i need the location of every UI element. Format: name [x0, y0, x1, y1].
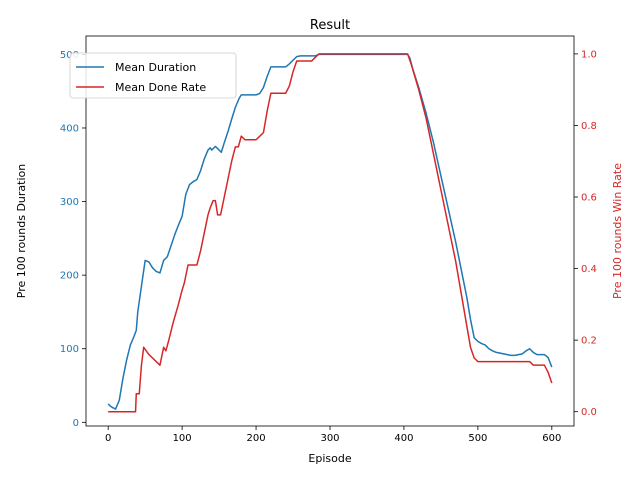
y-right-tick-label: 0.8: [581, 121, 597, 132]
y-left-tick-label: 0: [73, 418, 79, 429]
y-left-tick-label: 200: [60, 271, 79, 282]
x-tick-label: 600: [542, 433, 561, 444]
y-right-tick-label: 0.0: [581, 407, 597, 418]
y-left-axis-label: Pre 100 rounds Duration: [15, 164, 28, 298]
y-left-tick-label: 300: [60, 197, 79, 208]
y-right-tick-label: 1.0: [581, 49, 597, 60]
y-left-tick-label: 100: [60, 344, 79, 355]
y-left-tick-label: 400: [60, 123, 79, 134]
y-right-axis-label: Pre 100 rounds Win Rate: [611, 163, 624, 299]
series-layer: [107, 53, 553, 413]
y-right-tick-label: 0.2: [581, 336, 597, 347]
x-tick-label: 100: [173, 433, 192, 444]
y-right-tick-label: 0.6: [581, 193, 597, 204]
legend-label-mean-duration: Mean Duration: [115, 61, 196, 74]
x-tick-label: 300: [320, 433, 339, 444]
x-tick-label: 0: [105, 433, 111, 444]
x-tick-label: 400: [394, 433, 413, 444]
series-line-mean-done-rate: [108, 53, 553, 413]
legend: Mean Duration Mean Done Rate: [69, 52, 237, 99]
series-line-mean-duration: [107, 53, 553, 410]
x-tick-label: 500: [468, 433, 487, 444]
chart-title: Result: [310, 18, 350, 33]
legend-box: [69, 52, 237, 99]
y-left-tick-label: 500: [60, 50, 79, 61]
x-tick-label: 200: [247, 433, 266, 444]
x-axis-label: Episode: [308, 452, 351, 465]
legend-label-mean-done-rate: Mean Done Rate: [115, 81, 206, 94]
y-right-tick-label: 0.4: [581, 264, 597, 275]
